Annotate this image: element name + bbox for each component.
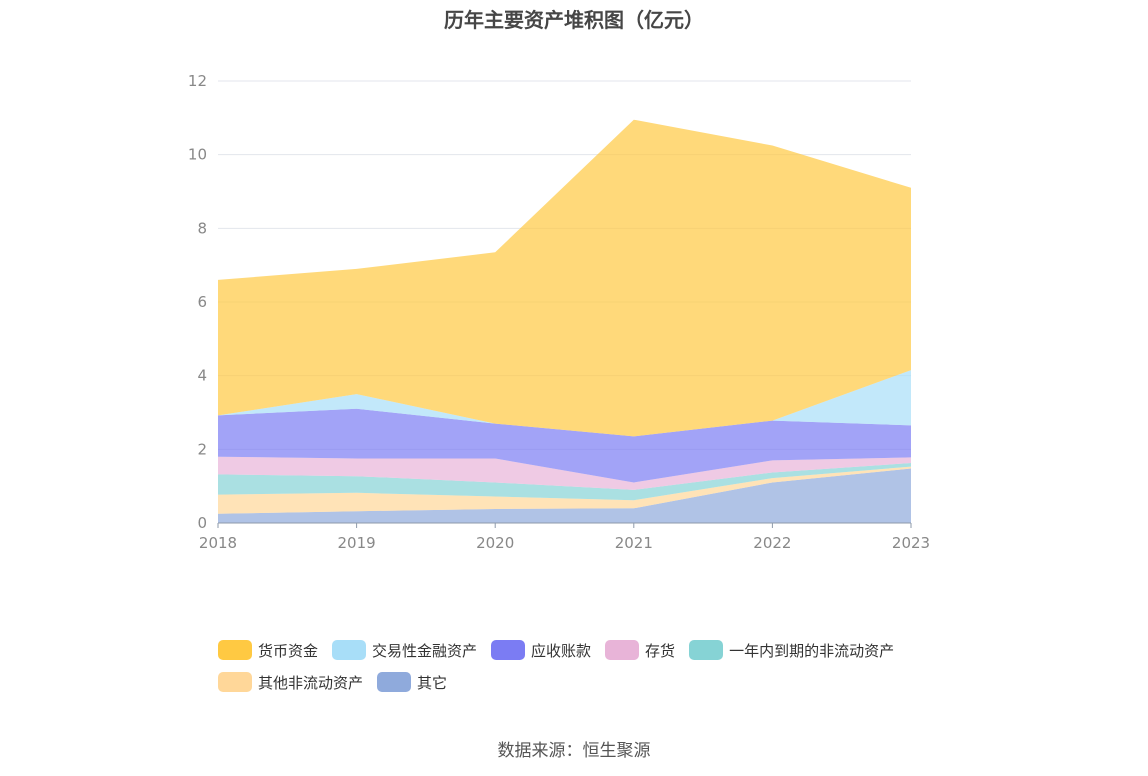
legend-swatch bbox=[218, 672, 252, 692]
y-tick-label: 6 bbox=[197, 293, 207, 311]
legend-swatch bbox=[491, 640, 526, 660]
legend-swatch bbox=[218, 640, 252, 660]
x-tick-label: 2019 bbox=[338, 534, 376, 552]
legend-row: 货币资金 交易性金融资产 应收账款 存货 一年内到期的非流动资产 bbox=[218, 640, 978, 660]
y-tick-label: 2 bbox=[197, 440, 207, 458]
data-source-note: 数据来源：恒生聚源 bbox=[497, 741, 651, 761]
x-tick-label: 2018 bbox=[199, 534, 237, 552]
legend-item[interactable]: 应收账款 bbox=[491, 640, 591, 660]
chart-title: 历年主要资产堆积图（亿元） bbox=[444, 8, 704, 32]
y-tick-label: 4 bbox=[197, 367, 207, 385]
legend-row: 其他非流动资产 其它 bbox=[218, 672, 978, 692]
legend-item[interactable]: 一年内到期的非流动资产 bbox=[689, 640, 894, 660]
legend-item[interactable]: 货币资金 bbox=[218, 640, 318, 660]
legend-item[interactable]: 其他非流动资产 bbox=[218, 672, 363, 692]
y-tick-label: 8 bbox=[197, 219, 207, 237]
area-series bbox=[218, 463, 911, 501]
legend-swatch bbox=[689, 640, 724, 660]
legend-swatch bbox=[605, 640, 640, 660]
legend-swatch bbox=[332, 640, 367, 660]
y-tick-label: 10 bbox=[188, 146, 207, 164]
legend-label: 一年内到期的非流动资产 bbox=[729, 641, 895, 660]
area-series bbox=[218, 468, 911, 523]
area-series bbox=[218, 370, 911, 437]
area-series bbox=[218, 119, 911, 437]
area-series bbox=[218, 408, 911, 483]
legend-label: 应收账款 bbox=[531, 641, 592, 660]
legend-label: 货币资金 bbox=[258, 641, 319, 660]
legend-label: 存货 bbox=[645, 641, 676, 660]
x-tick-label: 2020 bbox=[476, 534, 514, 552]
y-tick-label: 0 bbox=[197, 514, 207, 532]
legend-item[interactable]: 交易性金融资产 bbox=[332, 640, 477, 660]
x-tick-label: 2023 bbox=[892, 534, 930, 552]
legend-item[interactable]: 其它 bbox=[377, 672, 447, 692]
stacked-area-chart: 0 2 4 6 8 10 12 2018 2019 2020 2021 2022 2023 bbox=[188, 72, 930, 552]
legend-label: 其它 bbox=[417, 673, 448, 692]
legend: 货币资金 交易性金融资产 应收账款 存货 一年内到期的非流动资产其他非流动资产 其它 bbox=[218, 640, 978, 704]
area-series bbox=[218, 466, 911, 514]
legend-swatch bbox=[377, 672, 412, 692]
legend-item[interactable]: 存货 bbox=[605, 640, 675, 660]
x-tick-label: 2021 bbox=[615, 534, 653, 552]
legend-label: 其他非流动资产 bbox=[258, 673, 364, 692]
legend-label: 交易性金融资产 bbox=[372, 641, 478, 660]
x-tick-label: 2022 bbox=[753, 534, 791, 552]
y-tick-label: 12 bbox=[188, 72, 207, 90]
area-series bbox=[218, 456, 911, 490]
